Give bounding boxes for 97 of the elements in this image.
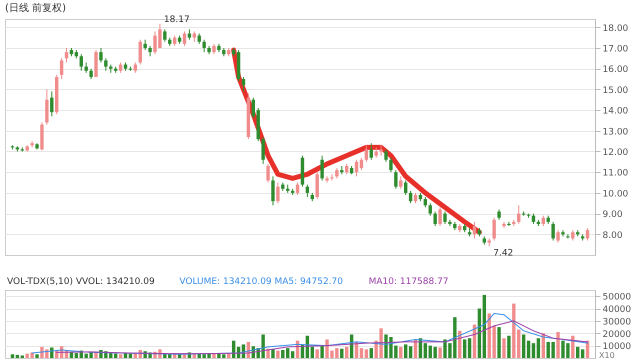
- y-tick-label: 8.00: [602, 230, 623, 241]
- bar: [438, 347, 442, 358]
- candlestick: [320, 155, 324, 181]
- bar: [497, 327, 501, 358]
- candlestick: [551, 221, 555, 242]
- bar: [556, 332, 560, 358]
- candlestick: [370, 142, 373, 160]
- y-tick-label: 40000: [602, 305, 632, 316]
- candlestick: [276, 182, 280, 204]
- candlestick: [443, 211, 447, 224]
- bar: [542, 333, 546, 358]
- text: VOL-TDX(5,10) VVOL: 134210.09: [7, 277, 155, 287]
- candlestick: [104, 58, 108, 72]
- candlestick: [188, 28, 192, 40]
- bar: [344, 346, 348, 358]
- candlestick: [306, 184, 310, 198]
- bar: [507, 336, 511, 358]
- candlestick: [424, 196, 428, 208]
- candlestick: [438, 206, 442, 227]
- y-tick-label: 14.00: [602, 106, 629, 117]
- y-tick-label: 9.00: [602, 210, 623, 220]
- candlestick: [138, 39, 142, 66]
- candlestick: [143, 39, 147, 51]
- y-tick-label: 18.00: [602, 24, 629, 34]
- text: X10: [599, 351, 615, 360]
- line-series: [56, 320, 588, 354]
- candlestick: [586, 228, 590, 242]
- candlestick: [384, 148, 388, 162]
- candlestick: [492, 217, 496, 242]
- candlestick: [542, 215, 546, 227]
- candlestick: [399, 176, 402, 190]
- bar: [50, 347, 54, 358]
- candlestick: [148, 45, 152, 57]
- candlestick: [571, 230, 574, 242]
- candlestick: [408, 190, 412, 204]
- candlestick: [80, 54, 83, 72]
- candlestick: [60, 58, 64, 80]
- bar: [370, 348, 373, 358]
- candlestick: [134, 62, 138, 74]
- y-tick-label: 15.00: [602, 86, 629, 96]
- candlestick: [379, 144, 383, 156]
- chart-title: (日线 前复权): [5, 2, 66, 14]
- y-tick-label: 10000: [602, 342, 632, 352]
- y-tick-label: 12.00: [602, 148, 629, 158]
- candlestick: [202, 39, 206, 53]
- candlestick: [556, 230, 560, 244]
- candlestick: [517, 204, 520, 224]
- annotation: 18.17: [164, 14, 190, 25]
- y-tick-label: 30000: [602, 317, 632, 328]
- bar: [316, 349, 319, 358]
- candlestick: [261, 136, 265, 164]
- candlestick: [118, 62, 122, 74]
- candlestick: [316, 172, 319, 200]
- bar: [350, 334, 354, 358]
- y-tick-label: 20000: [602, 330, 632, 340]
- bar: [458, 330, 462, 358]
- line-series: [32, 312, 588, 355]
- candlestick: [389, 157, 393, 173]
- bar: [192, 354, 196, 358]
- text: VOLUME: 134210.09 MA5: 94752.70: [179, 277, 344, 287]
- y-tick-label: 11.00: [602, 168, 629, 179]
- candlestick: [428, 202, 432, 216]
- candlestick: [172, 35, 176, 46]
- annotation: 7.42: [493, 248, 514, 258]
- candlestick: [532, 213, 536, 224]
- candlestick: [84, 62, 88, 74]
- candlestick: [374, 146, 378, 158]
- candlestick: [89, 68, 93, 80]
- candlestick: [99, 47, 103, 63]
- bar: [571, 336, 574, 358]
- bar: [118, 354, 122, 358]
- bar: [276, 350, 280, 358]
- candlestick: [433, 211, 437, 227]
- candlestick: [198, 32, 201, 44]
- candlestick: [296, 182, 300, 196]
- y-tick-label: 16.00: [602, 65, 629, 76]
- candlestick: [64, 47, 68, 63]
- candlestick: [163, 28, 167, 42]
- bar: [320, 346, 324, 358]
- candlestick: [50, 90, 54, 117]
- bar: [399, 346, 402, 358]
- y-tick-label: 13.00: [602, 127, 629, 138]
- candlestick: [394, 170, 398, 190]
- candlestick: [404, 180, 408, 196]
- bar: [340, 348, 344, 358]
- y-tick-label: 17.00: [602, 44, 629, 54]
- y-tick-label: 50000: [602, 292, 632, 303]
- candlestick: [192, 30, 196, 42]
- candlestick: [45, 88, 49, 126]
- candlestick: [335, 168, 339, 179]
- candlestick: [266, 163, 270, 184]
- candlestick: [364, 144, 368, 162]
- candlestick: [497, 208, 501, 220]
- y-tick-label: 10.00: [602, 189, 629, 200]
- candlestick: [344, 163, 348, 175]
- candlestick: [472, 221, 476, 239]
- text: MA10: 117588.77: [368, 277, 449, 287]
